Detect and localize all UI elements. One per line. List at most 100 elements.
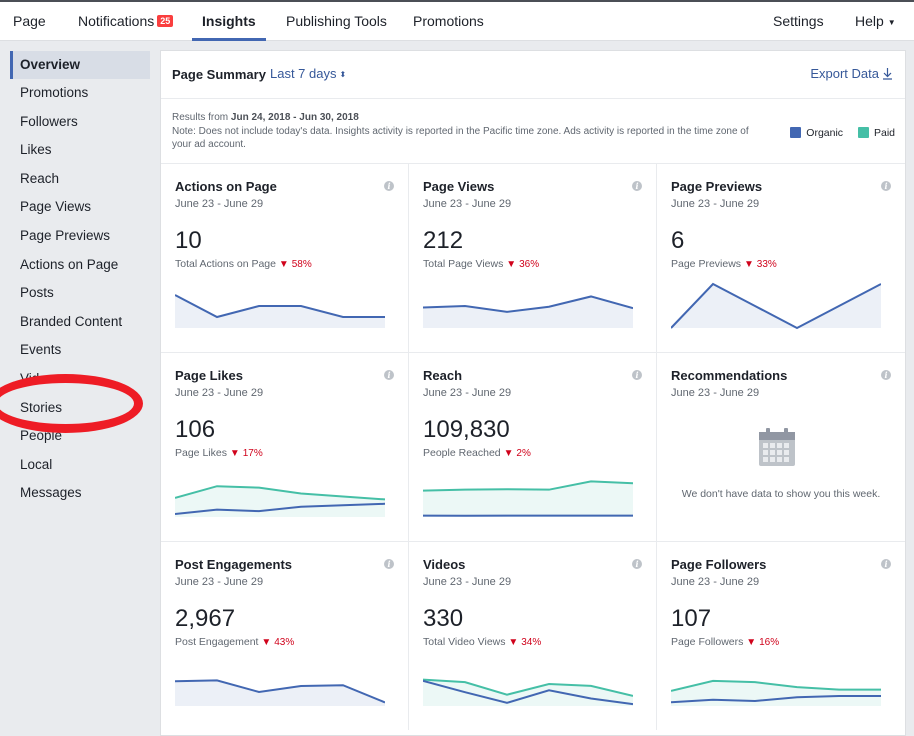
date-range-label: Last 7 days — [270, 66, 337, 81]
sparkline-chart — [671, 282, 881, 330]
card-date: June 23 - June 29 — [175, 387, 264, 399]
info-icon[interactable]: i — [384, 370, 394, 380]
sparkline-chart — [175, 294, 385, 328]
info-icon[interactable]: i — [632, 370, 642, 380]
info-icon[interactable]: i — [881, 370, 891, 380]
card-title: Recommendations — [671, 368, 788, 383]
organic-series-line — [175, 294, 385, 319]
organic-series-area — [423, 296, 633, 328]
sidebar-item-events[interactable]: Events — [10, 336, 150, 364]
card-value: 109,830 — [423, 416, 510, 443]
date-range-select[interactable]: Last 7 days ⬍ — [270, 66, 346, 81]
sparkline-chart — [423, 480, 633, 517]
card-value: 212 — [423, 227, 464, 254]
sidebar-item-label: Events — [20, 342, 62, 357]
paid-series-line — [671, 679, 881, 692]
tab-help-label: Help — [855, 13, 884, 29]
sidebar-item-label: Posts — [20, 285, 54, 300]
tab-insights-label: Insights — [202, 13, 256, 29]
sidebar-item-label: Overview — [20, 57, 81, 72]
sidebar-item-label: Followers — [20, 114, 78, 129]
card-sub-label: Total Actions on Page — [175, 258, 276, 270]
card-title: Post Engagements — [175, 557, 293, 572]
card-sub-label: Page Followers — [671, 636, 744, 648]
calendar-icon — [759, 428, 795, 466]
organic-series-line — [175, 502, 385, 516]
tab-insights[interactable]: Insights — [192, 2, 266, 41]
tab-settings[interactable]: Settings — [773, 2, 824, 41]
sidebar-item-promotions[interactable]: Promotions — [10, 79, 150, 107]
sidebar-item-label: Branded Content — [20, 314, 123, 329]
sidebar-item-page-views[interactable]: Page Views — [10, 193, 150, 221]
sidebar-item-videos[interactable]: Videos — [10, 365, 150, 393]
info-icon[interactable]: i — [384, 181, 394, 191]
tab-promotions[interactable]: Promotions — [413, 2, 484, 41]
info-icon[interactable]: i — [881, 181, 891, 191]
sparkline-chart — [175, 485, 385, 517]
sidebar: Overview Promotions Followers Likes Reac… — [0, 41, 160, 736]
card-reach[interactable]: Reach i June 23 - June 29 109,830 People… — [409, 352, 657, 541]
info-icon[interactable]: i — [632, 181, 642, 191]
results-range: Results from Jun 24, 2018 - Jun 30, 2018 — [172, 111, 762, 125]
card-page-views[interactable]: Page Views i June 23 - June 29 212 Total… — [409, 163, 657, 352]
sidebar-item-likes[interactable]: Likes — [10, 136, 150, 164]
sidebar-item-messages[interactable]: Messages — [10, 479, 150, 507]
trend-down-icon: ▼ — [229, 448, 240, 459]
card-page-previews[interactable]: Page Previews i June 23 - June 29 6 Page… — [657, 163, 905, 352]
trend-down-icon: ▼ — [278, 259, 289, 270]
card-page-followers[interactable]: Page Followers i June 23 - June 29 107 P… — [657, 541, 905, 730]
card-change: 58% — [291, 259, 312, 270]
summary-header: Page Summary Last 7 days ⬍ Export Data — [161, 51, 905, 99]
card-title: Reach — [423, 368, 463, 383]
card-title: Videos — [423, 557, 466, 572]
paid-swatch — [857, 127, 869, 138]
sidebar-item-followers[interactable]: Followers — [10, 108, 150, 136]
trend-down-icon: ▼ — [503, 448, 514, 459]
export-data-button[interactable]: Export Data — [810, 66, 893, 81]
card-title: Page Followers — [671, 557, 767, 572]
sidebar-item-local[interactable]: Local — [10, 451, 150, 479]
sidebar-item-branded-content[interactable]: Branded Content — [10, 308, 150, 336]
organic-series-area — [175, 295, 385, 328]
card-recommendations[interactable]: Recommendations i June 23 - June 29 We d… — [657, 352, 905, 541]
card-sub-label: Page Likes — [175, 447, 227, 459]
sidebar-item-reach[interactable]: Reach — [10, 165, 150, 193]
card-date: June 23 - June 29 — [175, 576, 264, 588]
card-value: 106 — [175, 416, 216, 443]
sidebar-item-people[interactable]: People — [10, 422, 150, 450]
sidebar-item-stories[interactable]: Stories — [10, 394, 150, 422]
card-sub-label: Total Page Views — [423, 258, 504, 270]
card-title: Page Likes — [175, 368, 243, 383]
card-value: 330 — [423, 605, 464, 632]
sidebar-item-label: Videos — [20, 371, 62, 386]
legend-organic-label: Organic — [806, 127, 844, 139]
sort-arrows-icon: ⬍ — [339, 70, 347, 79]
sidebar-item-overview[interactable]: Overview — [10, 51, 150, 79]
card-change: 2% — [516, 448, 531, 459]
sidebar-item-actions-on-page[interactable]: Actions on Page — [10, 251, 150, 279]
legend-paid-label: Paid — [873, 127, 895, 139]
info-icon[interactable]: i — [632, 559, 642, 569]
card-videos[interactable]: Videos i June 23 - June 29 330 Total Vid… — [409, 541, 657, 730]
sidebar-item-label: Actions on Page — [20, 257, 119, 272]
tab-page[interactable]: Page — [13, 2, 46, 41]
info-icon[interactable]: i — [881, 559, 891, 569]
info-icon[interactable]: i — [384, 559, 394, 569]
trend-down-icon: ▼ — [743, 259, 754, 270]
tab-publishing-tools[interactable]: Publishing Tools — [286, 2, 387, 41]
notifications-badge: 25 — [157, 15, 174, 27]
card-post-engagements[interactable]: Post Engagements i June 23 - June 29 2,9… — [161, 541, 409, 730]
sidebar-item-page-previews[interactable]: Page Previews — [10, 222, 150, 250]
trend-down-icon: ▼ — [508, 637, 519, 648]
tab-notifications[interactable]: Notifications 25 — [78, 2, 174, 41]
organic-series-line — [423, 295, 633, 313]
card-page-likes[interactable]: Page Likes i June 23 - June 29 106 Page … — [161, 352, 409, 541]
tab-help[interactable]: Help ▼ — [855, 2, 896, 41]
sidebar-item-label: Page Previews — [20, 228, 111, 243]
card-subtitle: Total Actions on Page ▼ 58% — [175, 258, 312, 270]
card-actions-on-page[interactable]: Actions on Page i June 23 - June 29 10 T… — [161, 163, 409, 352]
sidebar-item-label: Promotions — [20, 85, 89, 100]
tab-notifications-label: Notifications — [78, 13, 155, 29]
sidebar-item-posts[interactable]: Posts — [10, 279, 150, 307]
top-navigation: Page Notifications 25 Insights Publishing… — [0, 0, 914, 41]
